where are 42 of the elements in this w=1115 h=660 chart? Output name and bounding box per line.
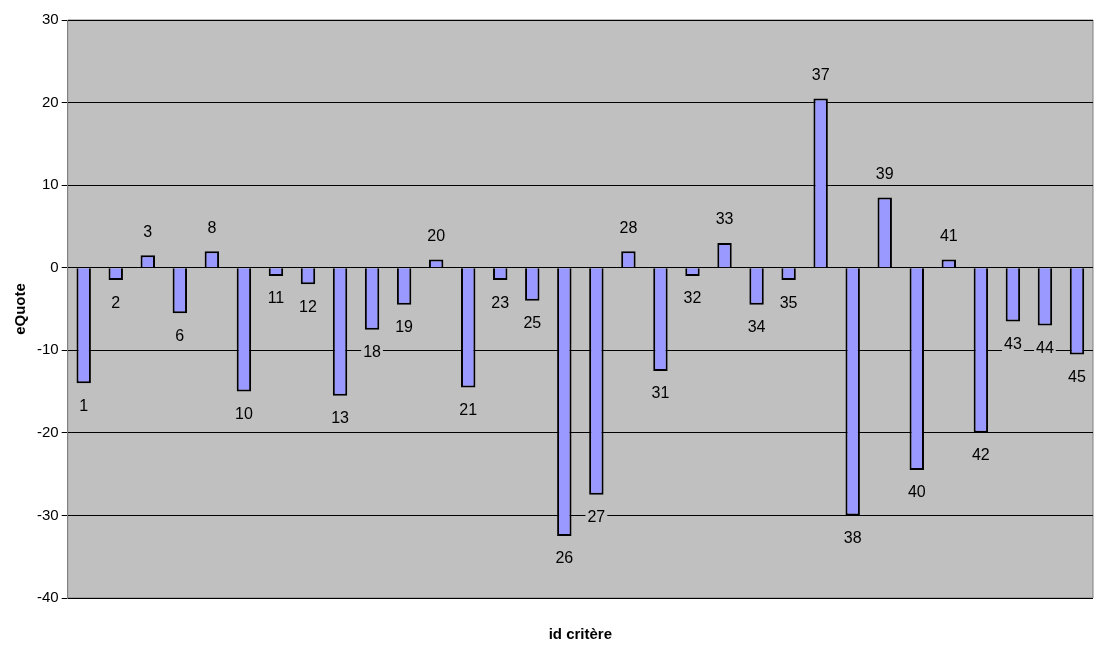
x-tick-label: 31 [651,384,670,402]
x-tick-label: 21 [459,400,478,418]
x-tick-label: 1 [79,396,89,414]
y-tick-label: 30 [41,10,59,28]
y-tick-label: -30 [36,505,59,523]
x-tick-label: 35 [779,293,798,311]
x-tick-label: 19 [395,318,414,336]
x-tick-label: 2 [111,293,121,311]
x-tick-label: 11 [267,289,285,307]
x-tick-label: 41 [939,226,958,244]
x-tick-label: 18 [363,343,382,361]
x-tick-label: 45 [1068,367,1086,385]
x-tick-label: 25 [523,314,542,332]
x-axis-title: id critère [548,625,613,643]
x-tick-label: 44 [1036,338,1054,356]
x-tick-label: 28 [619,218,638,236]
x-tick-label: 6 [175,326,185,344]
y-tick-label: 0 [50,257,59,275]
x-tick-label: 20 [427,226,446,244]
x-tick-label: 39 [875,164,894,182]
x-tick-label: 42 [971,446,990,464]
x-tick-label: 32 [683,289,702,307]
y-tick-label: 10 [41,175,59,193]
x-tick-label: 34 [747,318,766,336]
y-tick-label: 20 [41,92,59,110]
x-tick-label: 10 [235,404,253,422]
x-tick-label: 8 [207,218,217,236]
x-tick-label: 23 [491,293,510,311]
x-tick-label: 33 [715,210,734,228]
y-tick-label: -40 [36,588,59,606]
y-tick-label: -10 [36,340,59,358]
x-tick-label: 26 [555,549,574,567]
x-tick-label: 40 [907,483,926,501]
x-tick-label: 12 [299,297,317,315]
x-tick-label: 3 [143,222,153,240]
y-tick-label: -20 [36,423,59,440]
x-tick-label: 43 [1004,334,1022,352]
x-tick-label: 13 [331,409,350,427]
x-tick-label: 37 [811,65,830,83]
x-tick-label: 27 [587,508,606,526]
x-tick-label: 38 [843,528,862,546]
y-axis-title: eQuote [11,283,29,335]
